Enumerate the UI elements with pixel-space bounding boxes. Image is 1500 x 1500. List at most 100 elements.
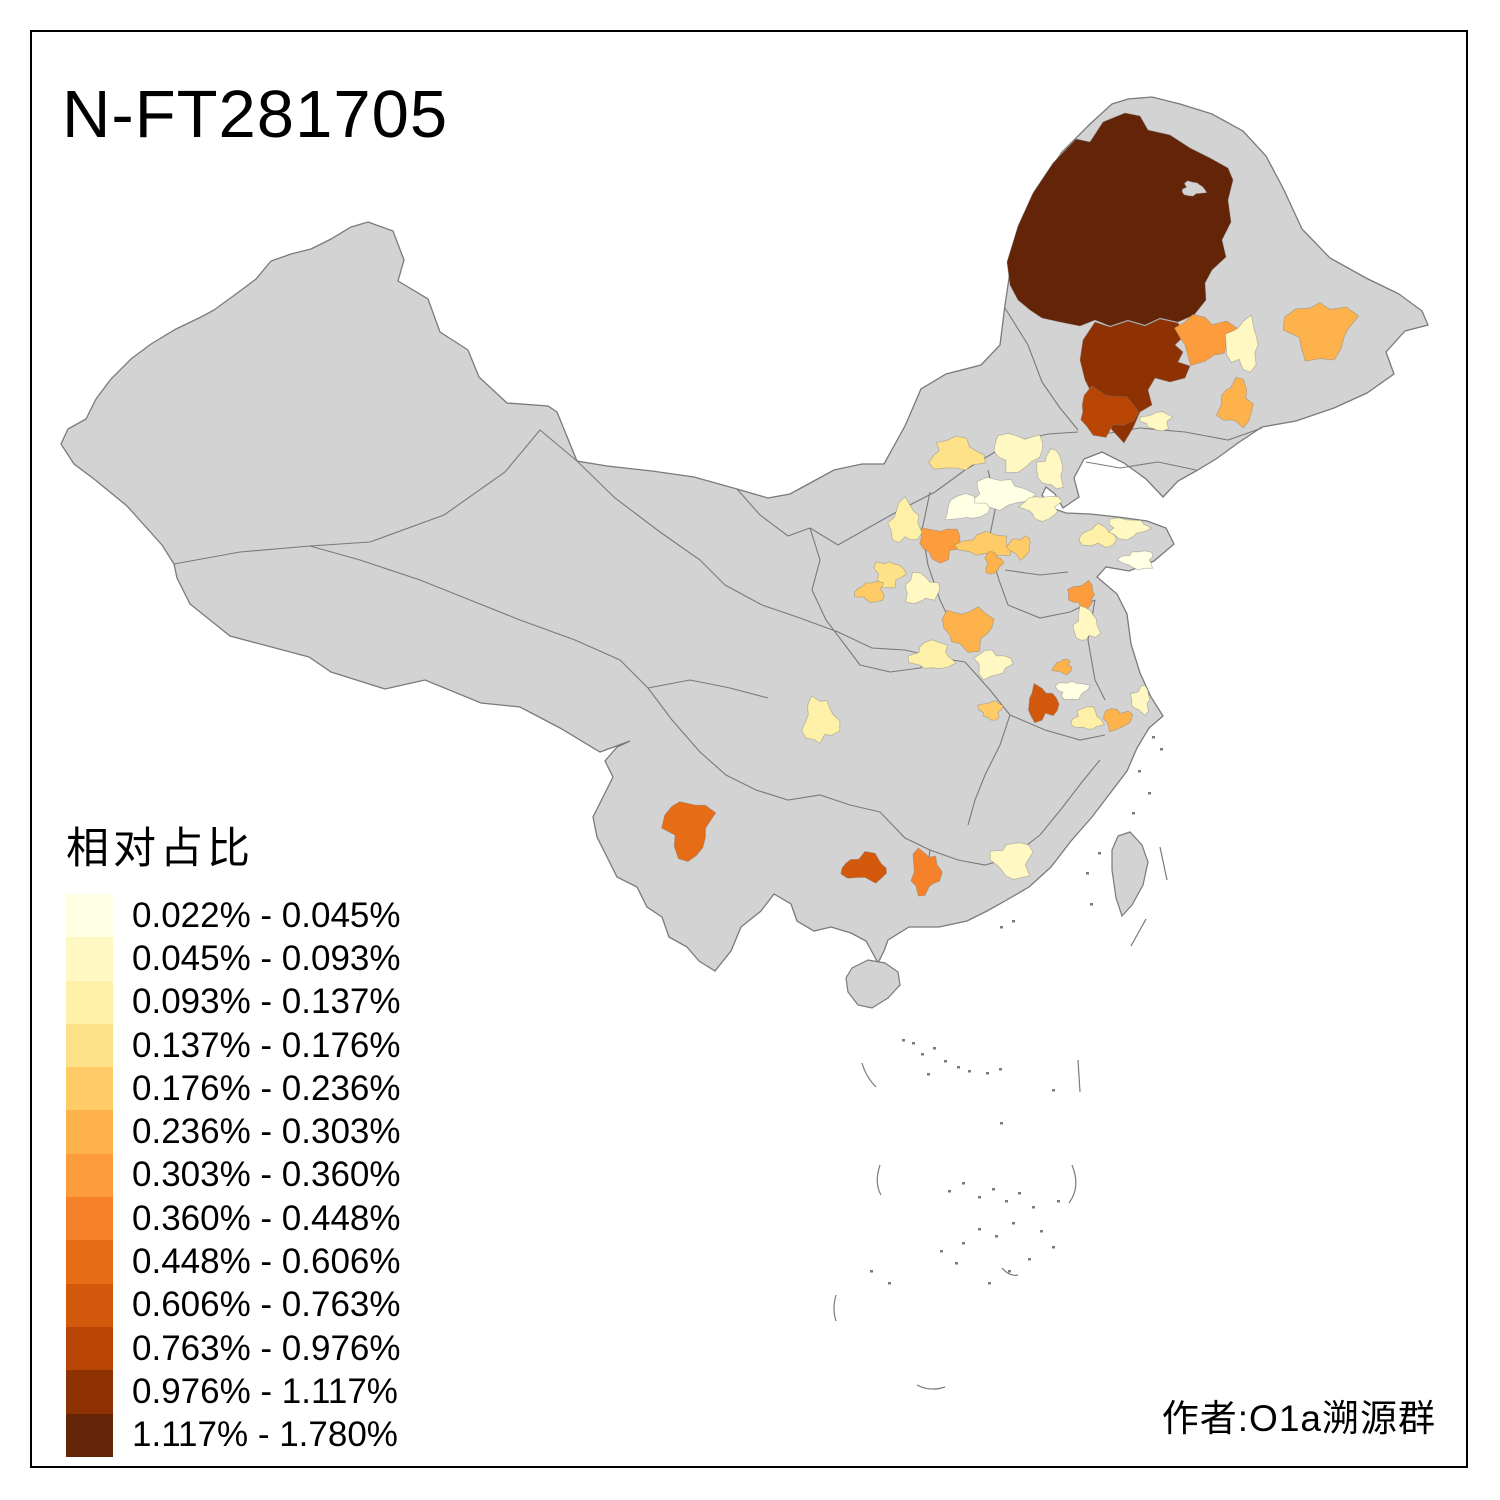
legend-row: 0.360% - 0.448% — [66, 1197, 401, 1241]
attribution: 作者:O1a溯源群 — [1161, 1398, 1436, 1439]
map-region-class-11 — [1080, 385, 1140, 438]
south-china-sea-islands — [833, 846, 1168, 1390]
island-speck — [957, 1066, 960, 1069]
island-speck — [912, 1042, 915, 1045]
map-region-class-2 — [1072, 605, 1102, 641]
island-speck — [1152, 736, 1155, 739]
island-speck — [999, 1068, 1002, 1071]
legend-label: 0.137% - 0.176% — [132, 1025, 401, 1065]
legend-row: 0.303% - 0.360% — [66, 1153, 401, 1198]
island-speck — [1012, 1222, 1015, 1225]
legend-swatch — [66, 980, 113, 1024]
legend-row: 0.176% - 0.236% — [66, 1067, 401, 1111]
map-region-class-2 — [905, 571, 941, 605]
legend-label: 0.236% - 0.303% — [132, 1112, 401, 1152]
island-speck — [933, 1047, 936, 1050]
legend-swatch — [66, 1110, 113, 1154]
island-speck — [978, 1196, 981, 1199]
map-region-class-7 — [1067, 579, 1096, 610]
island-speck — [1086, 872, 1089, 875]
island-speck — [1028, 1258, 1031, 1261]
map-region-class-4 — [928, 435, 986, 471]
legend-label: 1.117% - 1.780% — [132, 1415, 398, 1455]
map-region-class-9 — [661, 801, 717, 862]
island-speck — [921, 1053, 924, 1056]
legend: 相对占比 0.022% - 0.045% 0.045% - 0.093% 0.093… — [66, 814, 401, 1457]
island-speck — [1032, 1206, 1035, 1209]
map-region-class-5 — [976, 700, 1005, 721]
island-speck — [962, 1182, 965, 1185]
map-region-class-6 — [984, 551, 1005, 575]
island-speck — [1090, 903, 1093, 906]
island-speck — [1132, 812, 1135, 815]
islands — [845, 831, 1149, 1009]
map-region-class-5 — [953, 530, 1012, 556]
island-speck — [962, 1242, 965, 1245]
legend-row: 0.093% - 0.137% — [66, 980, 401, 1024]
map-region-class-2 — [1224, 314, 1259, 373]
legend-swatch — [66, 1023, 113, 1068]
legend-swatch — [66, 1153, 113, 1198]
map-region-class-7 — [1173, 314, 1238, 366]
legend-swatch — [66, 1370, 113, 1414]
island-speck — [1148, 792, 1151, 795]
island-speck — [978, 1228, 981, 1231]
legend-swatch — [66, 1067, 113, 1111]
map-region-class-8 — [910, 847, 943, 897]
map-region-class-6 — [1282, 302, 1360, 362]
map-region-class-2 — [993, 432, 1044, 474]
map-region-class-6 — [1051, 658, 1073, 676]
map-region-class-1 — [1116, 550, 1154, 571]
map-region-class-7 — [919, 527, 961, 564]
legend-label: 0.045% - 0.093% — [132, 938, 401, 978]
map-region-class-3 — [801, 695, 841, 744]
map-region-class-3 — [1070, 706, 1106, 730]
legend-swatch — [66, 1197, 113, 1241]
map-region-class-2 — [973, 649, 1014, 681]
legend-label: 0.448% - 0.606% — [132, 1242, 401, 1282]
legend-row: 0.022% - 0.045% — [66, 894, 401, 938]
map-region-class-4 — [873, 561, 908, 589]
island-speck — [948, 1190, 951, 1193]
legend-swatch — [66, 894, 113, 938]
taiwan-island — [1111, 831, 1149, 918]
island-speck — [1008, 1270, 1011, 1273]
colored-regions — [661, 112, 1360, 897]
legend-label: 0.606% - 0.763% — [132, 1285, 401, 1325]
island-speck — [988, 1282, 991, 1285]
island-speck — [870, 1270, 873, 1273]
legend-row: 0.763% - 0.976% — [66, 1326, 401, 1371]
island-speck — [1057, 1200, 1060, 1203]
island-speck — [1052, 1089, 1055, 1092]
island-speck — [1005, 1200, 1008, 1203]
island-speck — [1000, 926, 1003, 929]
island-speck — [902, 1039, 905, 1042]
legend-swatch — [66, 937, 113, 981]
map-region-class-6 — [1103, 708, 1134, 733]
legend-label: 0.976% - 1.117% — [132, 1371, 398, 1411]
map-region-class-10 — [840, 850, 887, 884]
island-speck — [1012, 920, 1015, 923]
legend-label: 0.176% - 0.236% — [132, 1068, 401, 1108]
legend-label: 0.303% - 0.360% — [132, 1155, 401, 1195]
legend-row: 0.448% - 0.606% — [66, 1240, 401, 1284]
map-region-class-2 — [1036, 447, 1064, 490]
map-enclave — [1181, 180, 1208, 197]
map-region-class-1 — [1054, 680, 1092, 701]
map-region-class-13 — [1006, 112, 1234, 327]
map-region-class-2 — [1138, 411, 1174, 432]
map-region-class-1 — [972, 476, 1037, 511]
map-region-class-5 — [854, 580, 885, 604]
page-title: N-FT281705 — [62, 77, 449, 152]
island-speck — [940, 1250, 943, 1253]
island-speck — [992, 1188, 995, 1191]
map-region-class-2 — [1129, 685, 1151, 716]
map-region-class-6 — [1215, 376, 1254, 429]
legend-label: 0.022% - 0.045% — [132, 895, 401, 935]
legend-swatch — [66, 1326, 113, 1371]
legend-rows: 0.022% - 0.045% 0.045% - 0.093% 0.093% - 0… — [66, 894, 401, 1457]
island-speck — [986, 1072, 989, 1075]
island-speck — [955, 1262, 958, 1265]
